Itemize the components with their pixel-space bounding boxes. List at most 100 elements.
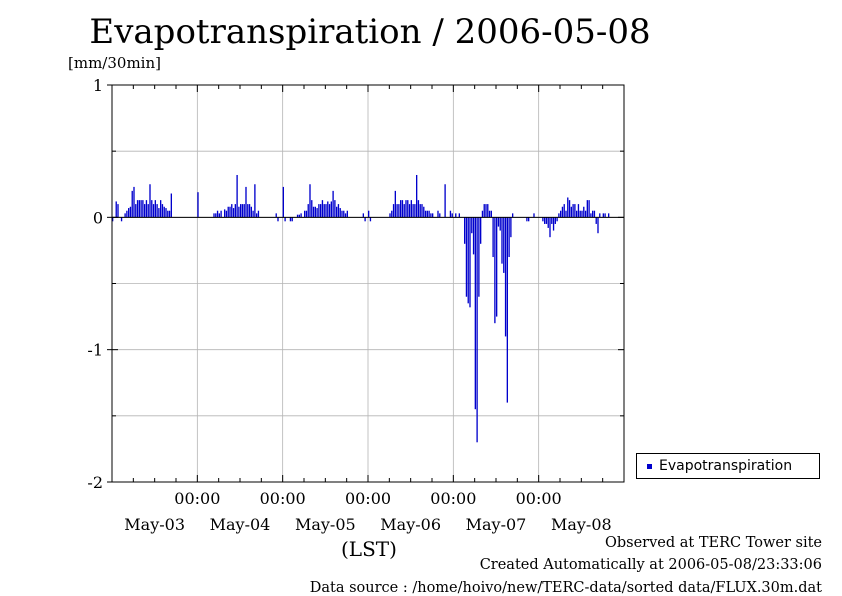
data-bar <box>344 213 347 218</box>
legend-swatch <box>647 464 652 469</box>
data-bar <box>592 210 594 218</box>
data-bar <box>556 217 558 222</box>
data-bar <box>465 217 468 297</box>
data-bar <box>336 206 338 218</box>
data-bar <box>481 210 484 218</box>
data-bar <box>129 206 132 218</box>
data-bar <box>334 200 336 218</box>
data-bar <box>149 184 151 218</box>
data-bar <box>282 186 284 218</box>
data-bar <box>497 217 500 227</box>
data-bar <box>428 210 430 218</box>
x-time-label: 00:00 <box>174 489 220 508</box>
y-tick-label: -2 <box>87 473 103 492</box>
data-bar <box>160 200 162 218</box>
data-bar <box>296 214 299 218</box>
data-bar <box>325 204 327 218</box>
data-bar <box>432 213 434 218</box>
x-time-label: 00:00 <box>260 489 306 508</box>
data-bar <box>232 208 235 218</box>
data-bar <box>504 217 507 337</box>
data-bar <box>501 217 503 264</box>
data-bar <box>487 204 489 218</box>
data-bar <box>254 184 256 218</box>
data-bar <box>327 201 329 218</box>
data-bar <box>551 217 553 224</box>
data-bar <box>314 206 316 218</box>
data-bar <box>474 217 476 410</box>
data-bar <box>320 204 322 218</box>
data-bar <box>133 186 135 218</box>
data-bar <box>284 217 286 222</box>
data-bar <box>599 213 601 218</box>
data-bar <box>243 204 245 218</box>
footer-observation-site: Observed at TERC Tower site <box>604 535 822 551</box>
data-bar <box>576 210 578 218</box>
footer-data-source: Data source : /home/hoivo/new/TERC-data/… <box>309 580 822 596</box>
data-bar <box>472 217 475 255</box>
data-bar <box>400 200 402 218</box>
data-bar <box>215 213 217 218</box>
y-axis-unit-label: [mm/30min] <box>68 54 161 72</box>
data-bar <box>341 210 343 218</box>
data-bar <box>602 213 604 218</box>
data-bar <box>117 204 119 218</box>
data-bar <box>549 217 551 238</box>
data-bar <box>220 210 222 218</box>
data-bar <box>128 208 130 218</box>
data-bar <box>570 206 572 218</box>
data-bar <box>389 213 391 218</box>
data-bar <box>289 217 292 222</box>
data-bar <box>291 217 293 222</box>
data-bar <box>398 204 400 218</box>
data-bar <box>136 200 139 218</box>
y-tick-label: 1 <box>93 76 103 95</box>
data-bar <box>467 217 469 304</box>
data-bar <box>154 200 156 218</box>
data-bar <box>608 213 610 218</box>
data-bar <box>369 217 372 222</box>
data-bar <box>156 204 158 218</box>
data-bar <box>426 210 428 218</box>
data-bar <box>494 217 496 324</box>
data-bar <box>144 204 146 218</box>
data-bar <box>419 204 421 218</box>
chart-title: Evapotranspiration / 2006-05-08 <box>89 12 651 52</box>
data-bar <box>416 174 418 218</box>
data-bar <box>257 210 260 218</box>
data-bar <box>343 210 345 218</box>
data-bar <box>485 204 487 218</box>
data-bar <box>458 213 460 218</box>
data-bar <box>330 201 332 218</box>
data-bar <box>115 201 117 218</box>
data-bar <box>275 213 277 218</box>
x-time-label: 00:00 <box>430 489 476 508</box>
data-bar <box>492 217 494 258</box>
data-bar <box>547 217 549 228</box>
data-bar <box>120 217 123 222</box>
data-bar <box>579 210 581 218</box>
axes <box>107 84 625 483</box>
data-bar <box>197 192 199 218</box>
data-bar <box>439 213 441 218</box>
data-bar <box>229 206 231 218</box>
data-bar <box>604 213 606 218</box>
data-bar <box>488 210 491 218</box>
data-bar <box>161 204 164 218</box>
data-bar <box>478 217 480 297</box>
data-bar <box>584 210 587 218</box>
data-bar <box>231 204 233 218</box>
data-bar <box>240 204 242 218</box>
data-bar <box>528 217 530 222</box>
data-bar <box>339 208 341 218</box>
data-bar <box>554 217 556 224</box>
data-bar <box>304 210 306 218</box>
data-bar <box>218 213 220 218</box>
data-bar <box>250 206 252 218</box>
data-bar <box>241 204 244 218</box>
data-bar <box>593 210 596 218</box>
x-date-label: May-06 <box>380 515 441 534</box>
data-bar <box>140 200 142 218</box>
data-bar <box>147 204 149 218</box>
